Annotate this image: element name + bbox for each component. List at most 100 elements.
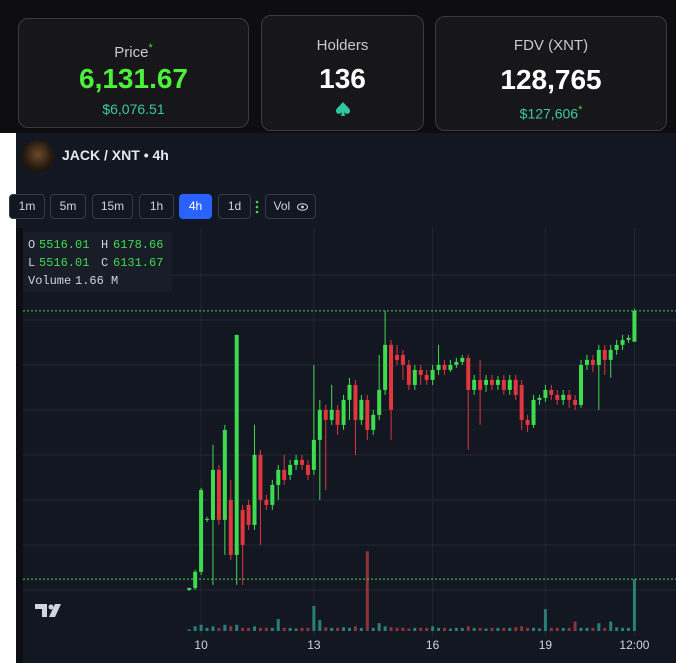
spade-icon: [336, 102, 350, 116]
candle-body: [579, 364, 584, 405]
candle-body: [573, 399, 578, 405]
candle-body: [561, 394, 566, 400]
candle-body: [222, 429, 227, 520]
interval-button[interactable]: 5m: [50, 194, 86, 219]
candle-body: [596, 349, 601, 365]
interval-button[interactable]: 15m: [92, 194, 133, 219]
volume-bar: [543, 609, 547, 631]
x-tick-label: 16: [426, 638, 440, 652]
legend-low-value: 5516.01: [39, 256, 89, 270]
volume-bar: [413, 627, 417, 631]
volume-bar: [478, 627, 482, 631]
volume-bar: [353, 626, 357, 631]
interval-button[interactable]: 1m: [9, 194, 45, 219]
volume-bar: [442, 627, 446, 631]
volume-bar: [431, 626, 435, 631]
candle-body: [347, 384, 352, 400]
volume-bar: [466, 626, 470, 631]
price-label: Price: [114, 44, 149, 61]
candle-body: [264, 499, 269, 505]
fdv-card: FDV (XNT) 128,765 $127,606*: [435, 16, 667, 131]
candle-body: [406, 364, 411, 385]
price-card: Price* 6,131.67 $6,076.51: [18, 18, 249, 128]
volume-bar: [484, 628, 488, 631]
legend-open-value: 5516.01: [39, 238, 89, 252]
volume-bar: [264, 627, 268, 631]
volume-bar: [472, 627, 476, 631]
candle-body: [567, 394, 572, 400]
legend-close-label: C: [101, 256, 108, 270]
candle-body: [614, 344, 619, 350]
volume-bar: [395, 627, 399, 631]
candle-body: [436, 364, 441, 370]
candle-body: [305, 464, 310, 475]
volume-bar: [549, 627, 553, 631]
candle-body: [626, 337, 631, 340]
volume-bar: [282, 627, 286, 631]
candle-body: [412, 369, 417, 385]
volume-bar: [312, 606, 316, 631]
candle-body: [430, 369, 435, 380]
volume-bar: [502, 627, 506, 631]
candle-body: [323, 409, 328, 420]
legend-low-label: L: [28, 256, 35, 270]
pair-interval: 4h: [152, 147, 169, 163]
candle-body: [335, 409, 340, 425]
candle-body: [602, 349, 607, 360]
candle-body: [270, 484, 275, 505]
candle-body: [555, 394, 560, 400]
volume-bar: [532, 627, 536, 631]
volume-bar: [555, 627, 559, 631]
candle-body: [442, 364, 447, 370]
candle-body: [620, 339, 625, 345]
legend-close-value: 6131.67: [113, 256, 163, 270]
volume-bar: [342, 627, 346, 631]
volume-toggle[interactable]: Vol: [265, 194, 316, 219]
candle-body: [389, 344, 394, 410]
volume-bar: [632, 579, 636, 631]
candle-body: [371, 414, 376, 430]
candle-body: [329, 409, 334, 420]
ohlc-legend-box: [23, 232, 172, 292]
volume-bar: [359, 627, 363, 631]
candle-body: [472, 379, 477, 390]
volume-bar: [561, 627, 565, 631]
chart-panel: [16, 133, 676, 663]
volume-bar: [241, 627, 245, 631]
volume-bar: [217, 627, 221, 631]
candle-body: [495, 379, 500, 385]
candle-body: [341, 399, 346, 425]
volume-bar: [318, 620, 322, 631]
volume-bar: [603, 627, 607, 631]
fdv-sub: $127,606: [519, 105, 579, 122]
menu-dots[interactable]: [252, 198, 262, 216]
candle-body: [543, 389, 548, 398]
candle-body: [193, 571, 198, 588]
candle-body: [584, 359, 589, 365]
price-value: 6,131.67: [79, 63, 188, 94]
interval-button[interactable]: 1h: [139, 194, 174, 219]
pair-header: JACK / XNT • 4h: [62, 147, 169, 163]
volume-toggle-label: Vol: [273, 199, 291, 213]
legend-high-label: H: [101, 238, 108, 252]
volume-bar: [229, 626, 233, 631]
volume-bar: [621, 627, 625, 631]
candle-body: [365, 399, 370, 430]
left-strip: [16, 228, 23, 663]
volume-bar: [258, 627, 262, 631]
candle-body: [525, 419, 530, 425]
legend-volume-value: 1.66 M: [75, 274, 118, 288]
candle-body: [507, 379, 512, 390]
holders-label: Holders: [316, 37, 369, 54]
volume-bar: [211, 626, 215, 631]
volume-bar: [508, 627, 512, 631]
candle-body: [501, 379, 506, 390]
legend-open-label: O: [28, 238, 35, 252]
x-tick-label: 12:00: [619, 638, 649, 652]
candle-body: [448, 364, 453, 370]
interval-button[interactable]: 1d: [218, 194, 251, 219]
interval-button[interactable]: 4h: [179, 194, 212, 219]
candle-body: [632, 310, 637, 342]
volume-bar: [615, 627, 619, 631]
volume-bar: [520, 626, 524, 631]
